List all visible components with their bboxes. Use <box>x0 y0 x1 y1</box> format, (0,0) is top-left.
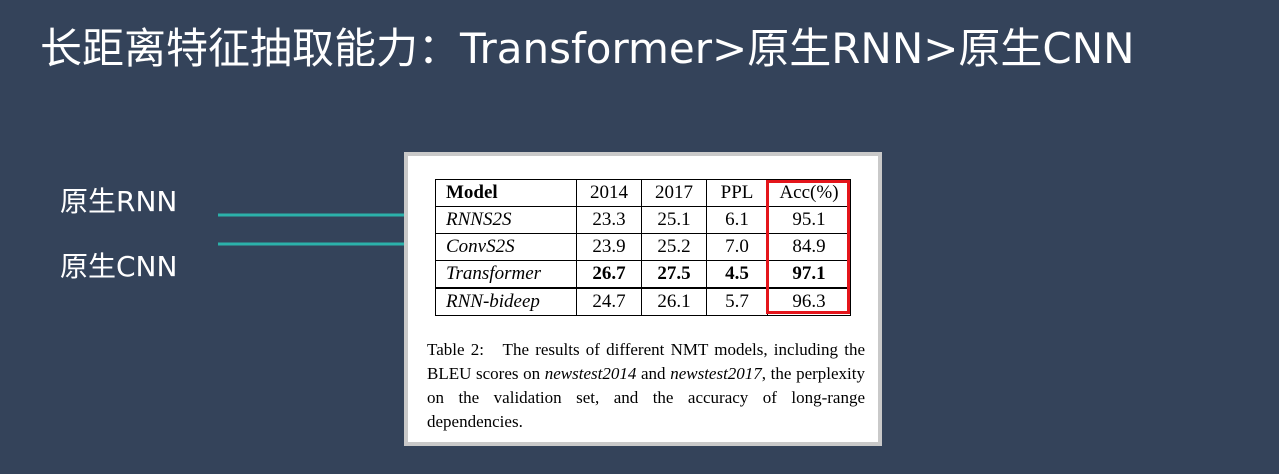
cell-2014: 24.7 <box>576 287 642 316</box>
label-native-rnn: 原生RNN <box>60 185 178 218</box>
caption-text-1: Table 2: The results of different NMT mo… <box>427 340 865 383</box>
label-native-cnn: 原生CNN <box>60 250 178 283</box>
cell-2017: 26.1 <box>641 287 707 316</box>
cell-ppl: 6.1 <box>706 206 768 234</box>
slide-title: 长距离特征抽取能力：Transformer>原生RNN>原生CNN <box>40 24 1135 73</box>
cell-model: ConvS2S <box>435 233 577 261</box>
caption-dataset-2014: newstest2014 <box>544 364 637 383</box>
cell-model: RNN-bideep <box>435 287 577 316</box>
cell-model: Transformer <box>435 260 577 289</box>
caption-dataset-2017: newstest2017 <box>670 364 762 383</box>
paper-excerpt: Model 2014 2017 PPL Acc(%) RNNS2S 23.3 2… <box>404 152 882 446</box>
cell-acc: 97.1 <box>767 260 851 289</box>
cell-ppl: 4.5 <box>706 260 768 289</box>
cell-model: RNNS2S <box>435 206 577 234</box>
caption-text-2: and <box>636 364 671 383</box>
caption-text-3: , the perplexity on the validation set, … <box>427 364 865 431</box>
cell-2014: 23.3 <box>576 206 642 234</box>
cell-2017: 27.5 <box>641 260 707 289</box>
header-2017: 2017 <box>641 179 707 207</box>
cell-ppl: 7.0 <box>706 233 768 261</box>
header-model: Model <box>435 179 577 207</box>
cell-2014: 23.9 <box>576 233 642 261</box>
table-row: Transformer 26.7 27.5 4.5 97.1 <box>435 260 851 289</box>
acc-column-highlight <box>766 180 850 314</box>
header-ppl: PPL <box>706 179 768 207</box>
table-row: ConvS2S 23.9 25.2 7.0 84.9 <box>435 233 851 261</box>
cell-acc: 84.9 <box>767 233 851 261</box>
cell-ppl: 5.7 <box>706 287 768 316</box>
table-row: RNNS2S 23.3 25.1 6.1 95.1 <box>435 206 851 234</box>
cell-2017: 25.1 <box>641 206 707 234</box>
results-table: Model 2014 2017 PPL Acc(%) RNNS2S 23.3 2… <box>435 179 851 316</box>
cell-2014: 26.7 <box>576 260 642 289</box>
table-row: RNN-bideep 24.7 26.1 5.7 96.3 <box>435 287 851 316</box>
cell-2017: 25.2 <box>641 233 707 261</box>
table-caption: Table 2: The results of different NMT mo… <box>427 338 865 434</box>
header-2014: 2014 <box>576 179 642 207</box>
